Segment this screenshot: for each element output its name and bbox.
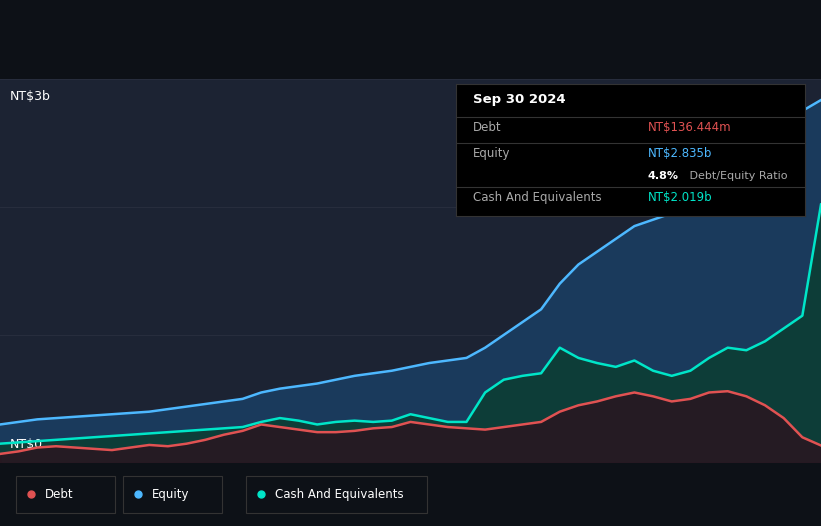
Text: Cash And Equivalents: Cash And Equivalents xyxy=(275,488,404,501)
Text: Cash And Equivalents: Cash And Equivalents xyxy=(473,191,602,204)
FancyBboxPatch shape xyxy=(246,476,427,513)
Text: Debt: Debt xyxy=(45,488,74,501)
Text: Equity: Equity xyxy=(473,147,511,160)
Text: NT$136.444m: NT$136.444m xyxy=(648,121,732,134)
Text: NT$3b: NT$3b xyxy=(10,90,51,104)
Text: Sep 30 2024: Sep 30 2024 xyxy=(473,94,566,106)
Text: NT$2.835b: NT$2.835b xyxy=(648,147,712,160)
Text: Debt/Equity Ratio: Debt/Equity Ratio xyxy=(686,171,787,181)
Text: NT$0: NT$0 xyxy=(10,438,43,451)
Text: NT$2.019b: NT$2.019b xyxy=(648,191,712,204)
Text: Debt: Debt xyxy=(473,121,502,134)
FancyBboxPatch shape xyxy=(16,476,115,513)
FancyBboxPatch shape xyxy=(123,476,222,513)
Text: 4.8%: 4.8% xyxy=(648,171,679,181)
Text: Equity: Equity xyxy=(152,488,190,501)
